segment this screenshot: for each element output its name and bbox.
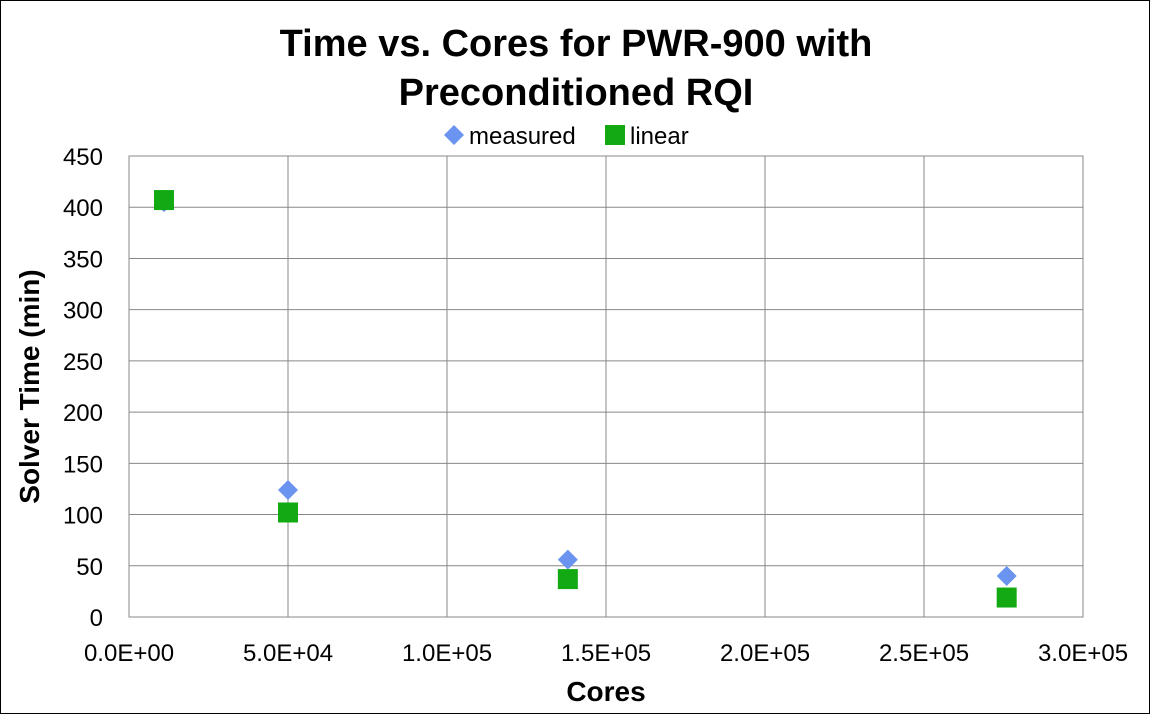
legend-measured-marker xyxy=(444,125,464,145)
x-axis-tick-labels: 0.0E+00 5.0E+04 1.0E+05 1.5E+05 2.0E+05 2.5E+… xyxy=(84,640,1128,667)
chart-title: Time vs. Cores for PWR-900 with Precondi… xyxy=(280,23,873,114)
chart-legend: measured linear xyxy=(444,123,689,150)
legend-linear-label: linear xyxy=(630,123,689,150)
legend-measured-label: measured xyxy=(469,123,576,150)
y-tick-label: 50 xyxy=(76,554,103,581)
x-tick-label: 3.0E+05 xyxy=(1038,640,1128,667)
legend-linear-marker xyxy=(605,125,625,145)
y-tick-label: 0 xyxy=(90,605,103,632)
x-tick-label: 1.0E+05 xyxy=(402,640,492,667)
x-tick-label: 5.0E+04 xyxy=(243,640,333,667)
y-tick-label: 100 xyxy=(63,503,103,530)
y-tick-label: 450 xyxy=(63,144,103,171)
measured-point xyxy=(996,566,1017,587)
x-tick-label: 1.5E+05 xyxy=(561,640,651,667)
y-tick-label: 300 xyxy=(63,298,103,325)
y-axis-tick-labels: 0 50 100 150 200 250 300 350 400 450 xyxy=(63,144,103,632)
x-axis-title: Cores xyxy=(566,676,645,707)
chart-title-line-1: Time vs. Cores for PWR-900 with xyxy=(280,23,873,65)
data-points xyxy=(153,190,1017,608)
y-tick-label: 400 xyxy=(63,195,103,222)
y-tick-label: 250 xyxy=(63,349,103,376)
x-tick-label: 0.0E+00 xyxy=(84,640,174,667)
plot-area-border xyxy=(128,155,1084,618)
linear-point xyxy=(557,569,578,590)
y-tick-label: 150 xyxy=(63,451,103,478)
linear-point xyxy=(996,587,1017,608)
y-tick-label: 200 xyxy=(63,400,103,427)
x-tick-label: 2.5E+05 xyxy=(879,640,969,667)
grid-lines xyxy=(128,155,1084,618)
chart-title-line-2: Preconditioned RQI xyxy=(399,72,754,114)
measured-point xyxy=(557,549,578,570)
y-axis-title: Solver Time (min) xyxy=(14,269,45,503)
x-tick-label: 2.0E+05 xyxy=(720,640,810,667)
linear-point xyxy=(278,502,298,523)
linear-point xyxy=(153,190,174,211)
y-tick-label: 350 xyxy=(63,246,103,273)
measured-point xyxy=(278,479,298,500)
